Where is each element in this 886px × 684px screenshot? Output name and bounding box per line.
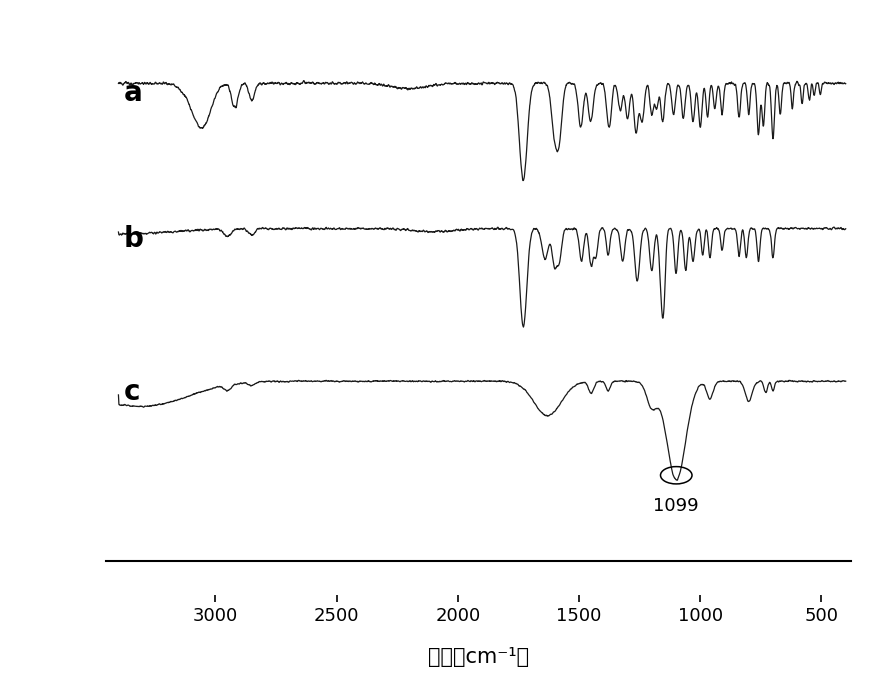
Text: c: c (123, 378, 140, 406)
Text: a: a (123, 79, 142, 107)
Text: b: b (123, 225, 144, 253)
Text: 波数（cm⁻¹）: 波数（cm⁻¹） (428, 646, 529, 667)
Text: 1099: 1099 (654, 497, 699, 515)
